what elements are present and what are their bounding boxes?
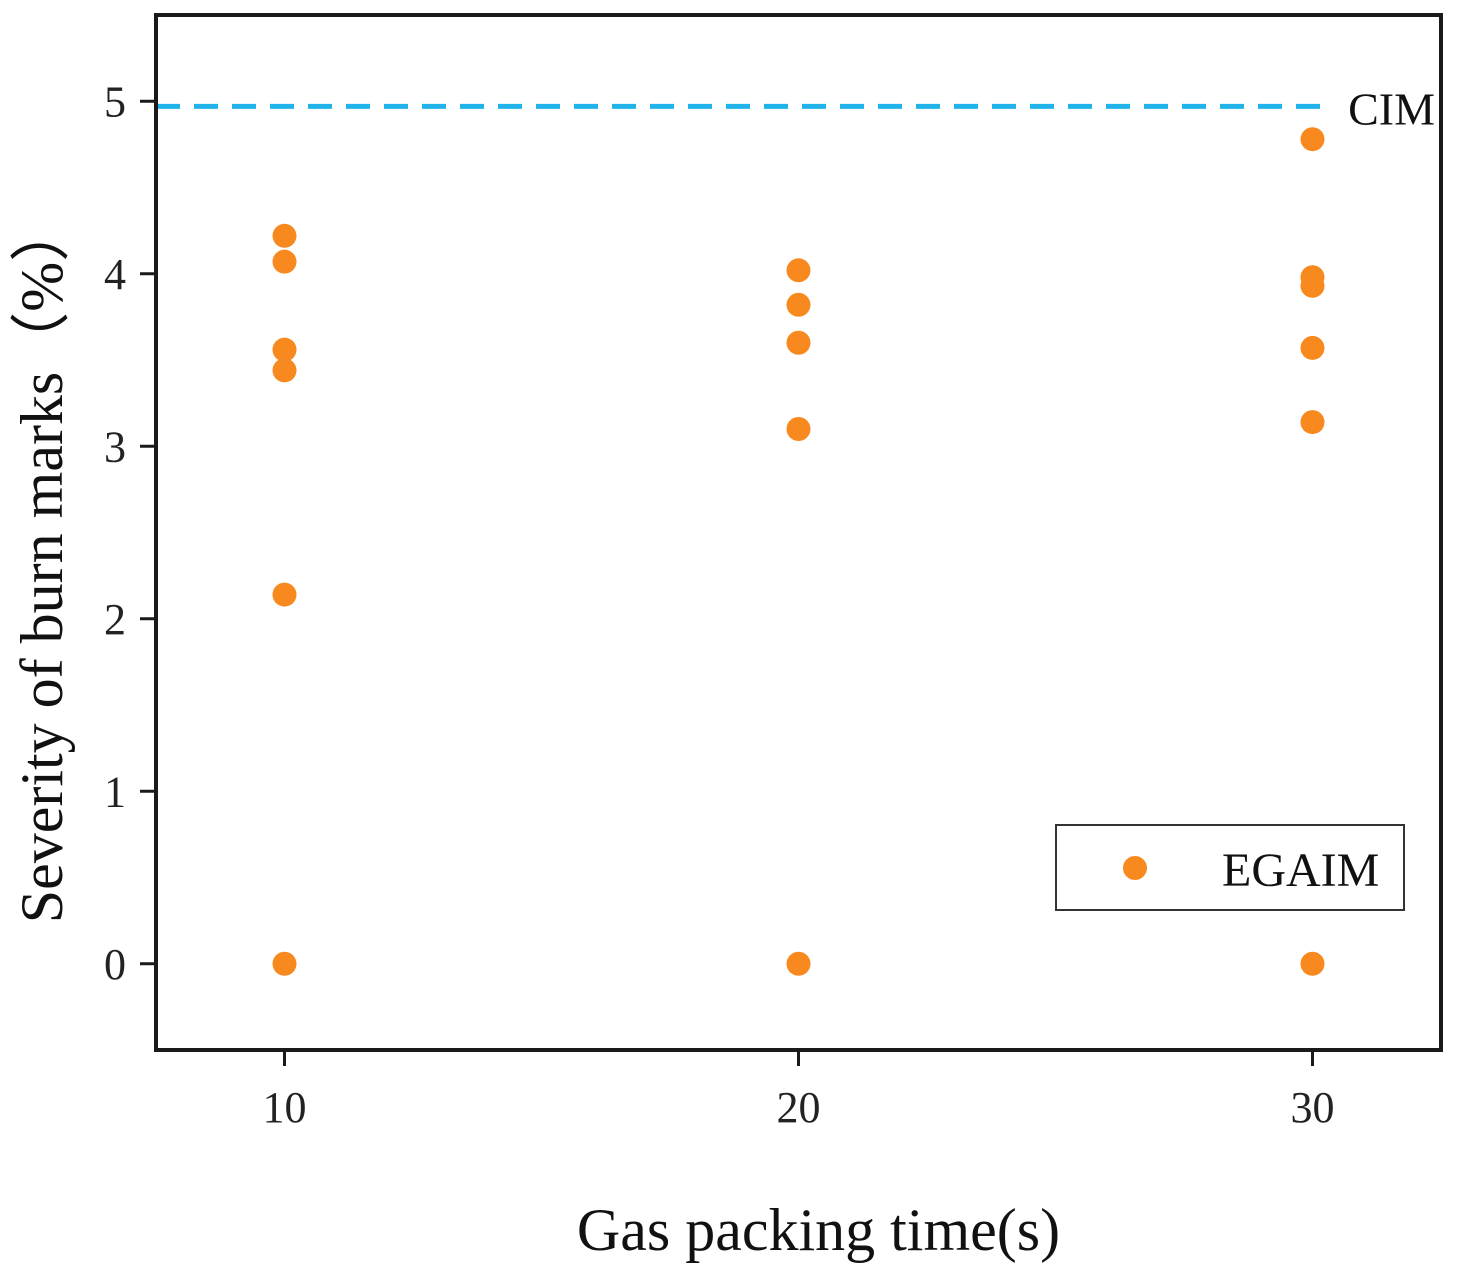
data-point xyxy=(272,951,297,976)
data-point xyxy=(786,951,811,976)
y-tick-label: 0 xyxy=(104,940,126,989)
y-tick-label: 4 xyxy=(104,250,126,299)
x-tick-label: 20 xyxy=(777,1083,821,1132)
data-point xyxy=(1300,410,1325,435)
x-tick-label: 30 xyxy=(1291,1083,1335,1132)
data-point xyxy=(786,258,811,283)
x-tick-label: 10 xyxy=(263,1083,307,1132)
y-axis: 0 1 2 3 4 5 xyxy=(104,77,156,989)
data-point xyxy=(272,249,297,274)
reference-label-cim: CIM xyxy=(1348,83,1435,134)
data-point xyxy=(1300,951,1325,976)
data-point xyxy=(272,358,297,383)
data-point xyxy=(786,417,811,441)
y-tick-label: 2 xyxy=(104,595,126,644)
x-axis-title: Gas packing time(s) xyxy=(577,1197,1060,1263)
legend: EGAIM xyxy=(1055,824,1405,911)
y-tick-label: 5 xyxy=(104,77,126,126)
legend-box xyxy=(1055,824,1405,911)
data-point xyxy=(272,337,297,362)
y-tick-label: 1 xyxy=(104,767,126,816)
data-points-layer xyxy=(272,127,1325,976)
x-axis: 10 20 30 xyxy=(263,1050,1335,1132)
data-point xyxy=(786,292,811,317)
reference-line-layer: CIM xyxy=(156,83,1435,134)
data-point xyxy=(272,223,297,248)
data-point xyxy=(272,582,297,607)
y-tick-label: 3 xyxy=(104,422,126,471)
legend-label-egaim: EGAIM xyxy=(1222,844,1379,897)
data-point xyxy=(1300,273,1325,298)
data-point xyxy=(1300,335,1325,360)
y-axis-title: Severity of burn marks（%） xyxy=(9,202,75,924)
legend-marker-egaim xyxy=(1123,856,1147,880)
data-point xyxy=(786,330,811,355)
data-point xyxy=(1300,127,1325,152)
